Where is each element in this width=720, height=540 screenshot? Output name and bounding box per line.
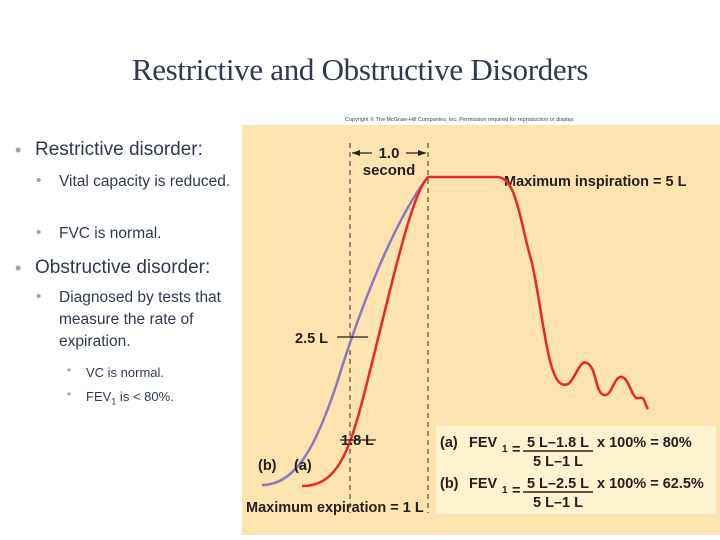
time-label-value: 1.0 bbox=[379, 145, 400, 162]
bullet-dot: • bbox=[67, 387, 72, 401]
bullet-dot: • bbox=[67, 363, 72, 377]
bullet-vc-normal: VC is normal. bbox=[86, 365, 165, 380]
equation-a-fev: FEV bbox=[469, 435, 498, 451]
equation-b-equals: = bbox=[512, 483, 520, 499]
curve-a-label: (a) bbox=[294, 458, 312, 474]
arrowhead-left bbox=[352, 150, 360, 156]
equation-a-denominator: 5 L–1 L bbox=[533, 454, 583, 470]
slide-title: Restrictive and Obstructive Disorders bbox=[131, 52, 589, 87]
equation-b-denominator: 5 L–1 L bbox=[533, 495, 583, 511]
equation-b-result: x 100% = 62.5% bbox=[597, 476, 704, 492]
curve-a bbox=[301, 175, 650, 488]
bullet-obstructive: Obstructive disorder: bbox=[35, 257, 211, 278]
bullet-fev1: FEV1 is < 80%. bbox=[86, 389, 174, 407]
time-label-unit: second bbox=[363, 162, 416, 179]
equation-b-numerator: 5 L–2.5 L bbox=[527, 476, 589, 492]
equation-a-numerator: 5 L–1.8 L bbox=[527, 435, 589, 451]
curve-b bbox=[261, 176, 429, 487]
equation-a-subscript: 1 bbox=[502, 444, 508, 455]
arrowhead-right bbox=[418, 150, 426, 156]
label-2-5: 2.5 L bbox=[295, 331, 328, 347]
copyright-notice: Copyright © The McGraw-Hill Companies, I… bbox=[345, 116, 575, 123]
curve-b-label: (b) bbox=[258, 458, 277, 474]
bullet-dot: • bbox=[15, 140, 22, 160]
equation-b-fev: FEV bbox=[469, 476, 498, 492]
label-1-8: 1.8 L bbox=[341, 433, 374, 449]
bullet-restrictive: Restrictive disorder: bbox=[35, 139, 203, 160]
equation-a-tag: (a) bbox=[440, 435, 458, 451]
bullet-fvc-normal: FVC is normal. bbox=[59, 225, 162, 242]
bullet-dot: • bbox=[36, 224, 42, 241]
equation-b-subscript: 1 bbox=[502, 485, 508, 496]
spirometry-figure: Copyright © The McGraw-Hill Companies, I… bbox=[242, 113, 720, 535]
equation-box bbox=[436, 426, 716, 514]
bullet-vc-reduced: Vital capacity is reduced. bbox=[59, 173, 231, 190]
equation-b-tag: (b) bbox=[440, 476, 459, 492]
max-expiration-label: Maximum expiration = 1 L bbox=[246, 500, 424, 516]
bullet-diagnosed: Diagnosed by tests that measure the rate… bbox=[59, 289, 221, 350]
bullet-dot: • bbox=[36, 172, 42, 189]
equation-a-equals: = bbox=[512, 442, 520, 458]
equation-a-result: x 100% = 80% bbox=[597, 435, 692, 451]
max-inspiration-label: Maximum inspiration = 5 L bbox=[504, 174, 687, 190]
bullet-dot: • bbox=[15, 258, 22, 278]
bullet-dot: • bbox=[36, 288, 42, 305]
